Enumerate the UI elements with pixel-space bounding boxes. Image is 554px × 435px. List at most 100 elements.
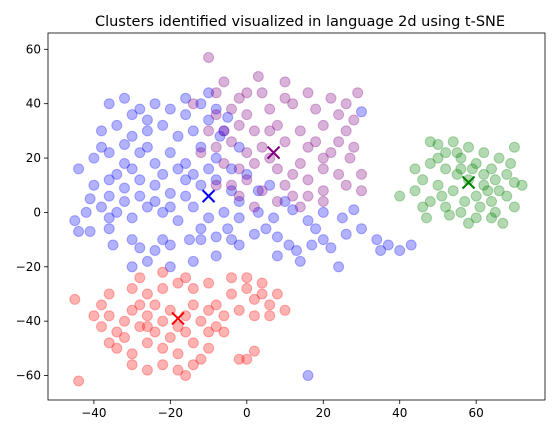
data-point-s3-43 xyxy=(248,293,260,305)
data-point-s0-2 xyxy=(107,239,119,251)
data-point-s3-39 xyxy=(180,272,192,284)
data-point-s0-113 xyxy=(375,245,387,256)
data-point-s1-6 xyxy=(302,87,314,99)
data-point-s0-6 xyxy=(157,234,169,246)
y-tick-label: 20 xyxy=(26,151,41,165)
data-point-s1-22 xyxy=(317,119,329,131)
data-point-s0-47 xyxy=(103,174,115,186)
centroids-layer xyxy=(171,145,476,326)
centroid-stroke xyxy=(201,189,216,203)
data-point-s3-18 xyxy=(126,348,138,360)
x-tick-label: 0 xyxy=(243,406,251,420)
data-point-s0-68 xyxy=(126,130,138,142)
data-point-s0-114 xyxy=(222,111,234,123)
data-point-s1-53 xyxy=(264,152,276,164)
data-point-s0-62 xyxy=(164,147,176,159)
data-point-s0-51 xyxy=(164,187,176,199)
data-point-s0-116 xyxy=(69,215,81,227)
data-point-s0-89 xyxy=(126,163,138,175)
data-point-s2-20 xyxy=(447,185,459,197)
data-point-s3-48 xyxy=(233,304,245,316)
data-point-s0-24 xyxy=(371,234,383,246)
data-point-s2-16 xyxy=(501,168,513,180)
data-point-s1-13 xyxy=(287,98,299,110)
data-point-s0-8 xyxy=(184,234,195,246)
data-point-s0-106 xyxy=(164,261,176,273)
data-point-s0-71 xyxy=(172,130,184,142)
data-point-s1-36 xyxy=(294,158,306,169)
data-point-s1-19 xyxy=(248,125,260,137)
y-tick-label: 40 xyxy=(26,97,41,111)
data-point-s1-30 xyxy=(325,147,337,159)
data-point-s3-0 xyxy=(69,293,81,305)
data-point-s0-101 xyxy=(252,185,264,197)
data-point-s3-60 xyxy=(88,310,100,322)
data-point-s1-59 xyxy=(241,87,253,99)
data-point-s0-100 xyxy=(103,190,115,202)
data-point-s0-17 xyxy=(283,239,295,251)
data-point-s0-32 xyxy=(141,201,153,213)
data-point-s3-22 xyxy=(187,337,199,349)
data-point-s3-3 xyxy=(103,310,115,322)
data-point-s1-26 xyxy=(241,147,253,159)
data-point-s2-34 xyxy=(443,209,455,221)
data-point-s1-15 xyxy=(333,109,345,121)
data-point-s3-2 xyxy=(96,321,107,333)
data-point-s2-30 xyxy=(497,217,509,229)
data-point-s1-65 xyxy=(302,190,314,202)
data-point-s2-33 xyxy=(417,201,429,213)
data-point-s1-23 xyxy=(340,125,352,137)
data-point-s0-11 xyxy=(222,223,234,235)
centroid-stroke xyxy=(461,175,476,190)
data-point-s3-66 xyxy=(218,310,230,322)
data-point-s3-35 xyxy=(187,283,199,294)
data-point-s0-44 xyxy=(336,212,348,224)
data-point-s0-20 xyxy=(317,234,329,246)
data-point-s2-2 xyxy=(447,136,459,148)
data-point-s0-103 xyxy=(302,370,314,381)
data-point-s3-49 xyxy=(248,310,260,322)
data-point-s1-60 xyxy=(264,125,276,137)
data-point-s0-121 xyxy=(310,223,322,235)
data-point-s2-8 xyxy=(493,152,505,164)
data-point-s0-4 xyxy=(134,242,146,254)
data-point-s0-15 xyxy=(260,223,272,235)
data-point-s3-29 xyxy=(180,370,192,381)
data-point-s1-45 xyxy=(340,179,352,191)
data-point-s2-35 xyxy=(459,196,471,207)
data-point-s0-54 xyxy=(210,174,222,186)
data-point-s2-50 xyxy=(421,212,432,224)
data-point-s2-23 xyxy=(501,190,513,202)
data-point-s3-54 xyxy=(218,326,230,338)
data-point-s2-6 xyxy=(478,147,490,159)
data-point-s0-125 xyxy=(180,109,192,121)
data-point-s0-74 xyxy=(218,125,230,137)
data-point-s1-31 xyxy=(344,152,356,164)
x-tick-label: 20 xyxy=(316,406,331,420)
data-point-s1-0 xyxy=(203,52,215,63)
data-point-s3-10 xyxy=(157,315,169,327)
data-point-s0-115 xyxy=(214,130,226,142)
data-point-s3-41 xyxy=(226,288,237,300)
y-tick-label: −40 xyxy=(16,314,41,328)
data-point-s3-53 xyxy=(226,272,237,284)
data-point-s3-38 xyxy=(157,266,169,278)
data-point-s1-3 xyxy=(233,92,245,104)
centroid-marker-1 xyxy=(266,145,281,160)
data-point-s3-67 xyxy=(119,332,130,343)
data-point-s3-42 xyxy=(241,283,253,294)
data-point-s0-83 xyxy=(119,139,130,150)
data-point-s0-0 xyxy=(84,226,96,237)
data-point-s0-61 xyxy=(149,158,161,169)
data-point-s3-44 xyxy=(256,288,268,300)
data-point-s0-82 xyxy=(210,103,222,115)
data-point-s1-28 xyxy=(279,136,291,148)
data-point-s0-66 xyxy=(96,125,107,137)
centroid-marker-0 xyxy=(201,189,216,203)
data-point-s0-63 xyxy=(180,158,192,169)
data-point-s0-124 xyxy=(141,114,153,126)
data-point-s1-56 xyxy=(203,125,215,137)
data-point-s0-99 xyxy=(119,196,130,207)
data-point-s0-73 xyxy=(203,114,215,126)
data-point-s1-7 xyxy=(325,92,337,104)
